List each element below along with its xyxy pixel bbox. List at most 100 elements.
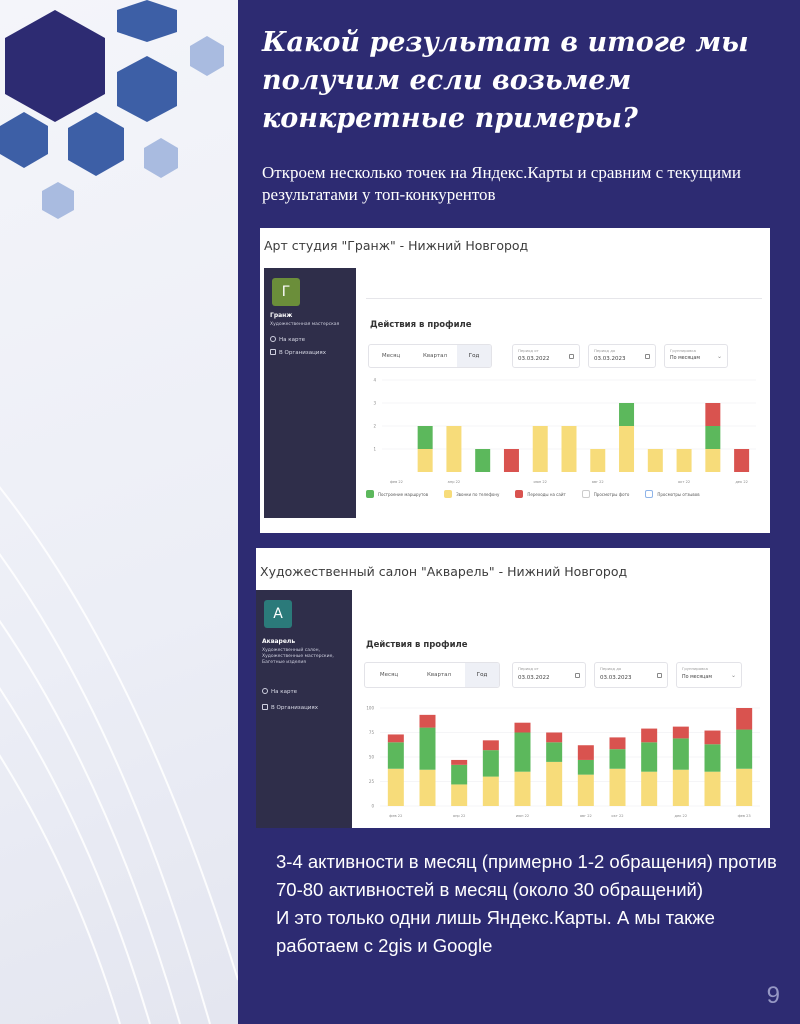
chevron-down-icon: ⌄ (730, 672, 736, 679)
building-icon (270, 349, 276, 355)
bar-segment[interactable] (419, 727, 436, 770)
tab-year[interactable]: Год (465, 663, 499, 687)
bar-segment[interactable] (609, 737, 626, 750)
bar-segment[interactable] (704, 771, 721, 806)
bar-segment[interactable] (672, 769, 689, 806)
legend-item[interactable]: Звонки по телефону (444, 490, 499, 498)
field-value: 03.03.2023 (594, 356, 626, 362)
sidebar-link-org[interactable]: В Организациях (270, 349, 326, 356)
sidebar-link-label: В Организациях (271, 705, 318, 711)
legend-item[interactable]: Просмотры отзывов (645, 490, 700, 498)
sidebar-link-map[interactable]: На карте (262, 688, 297, 695)
decorative-panel (0, 0, 238, 1024)
period-from-field[interactable]: Период от 03.03.2022 (512, 662, 586, 688)
main-panel: Какой результат в итоге мы получим если … (238, 0, 800, 1024)
bar-segment[interactable] (736, 708, 753, 730)
bar-segment[interactable] (647, 449, 663, 472)
sidebar-link-map[interactable]: На карте (270, 336, 305, 343)
x-tick-label: авг 22 (580, 814, 592, 818)
bar-segment[interactable] (451, 759, 468, 765)
avatar: А (264, 600, 292, 628)
bar-segment[interactable] (577, 759, 594, 775)
bar-segment[interactable] (446, 426, 462, 472)
bar-segment[interactable] (641, 728, 658, 743)
grouping-select[interactable]: Группировка По месяцам ⌄ (664, 344, 728, 368)
bar-segment[interactable] (387, 768, 404, 806)
tab-month[interactable]: Месяц (381, 353, 401, 359)
sidebar: А Акварель Художественный салон, Художес… (256, 590, 352, 828)
bar-segment[interactable] (532, 426, 548, 472)
bar-segment[interactable] (705, 426, 721, 449)
bar-segment[interactable] (417, 449, 433, 472)
x-tick-label: апр 22 (453, 814, 466, 818)
grouping-select[interactable]: Группировка По месяцам ⌄ (676, 662, 742, 688)
bar-segment[interactable] (417, 426, 433, 449)
section-title: Действия в профиле (366, 640, 468, 650)
bar-segment[interactable] (514, 732, 531, 772)
legend-item[interactable]: Построение маршрутов (366, 490, 428, 498)
bar-segment[interactable] (475, 449, 491, 472)
bar-segment[interactable] (387, 734, 404, 743)
bar-segment[interactable] (676, 449, 692, 472)
tab-quarter[interactable]: Квартал (426, 672, 452, 678)
bar-segment[interactable] (705, 449, 721, 472)
calendar-icon (645, 354, 650, 359)
bar-segment[interactable] (514, 771, 531, 806)
bar-segment[interactable] (482, 776, 499, 806)
hex-light-1 (190, 36, 224, 76)
bar-segment[interactable] (577, 774, 594, 806)
bar-segment[interactable] (619, 426, 635, 472)
hex-center (68, 112, 124, 176)
legend-label: Просмотры фото (593, 491, 630, 497)
hex-light-3 (42, 182, 74, 219)
bar-segment[interactable] (641, 742, 658, 772)
tab-quarter[interactable]: Квартал (422, 353, 448, 359)
y-tick-label: 50 (369, 755, 375, 760)
bar-segment[interactable] (736, 729, 753, 769)
bar-segment[interactable] (619, 403, 635, 426)
bar-segment[interactable] (590, 449, 606, 472)
bar-segment[interactable] (451, 764, 468, 785)
calendar-icon (569, 354, 574, 359)
bar-segment[interactable] (546, 742, 563, 762)
bar-segment[interactable] (704, 744, 721, 772)
tab-month[interactable]: Месяц (379, 672, 399, 678)
tab-year[interactable]: Год (457, 345, 491, 367)
bar-segment[interactable] (736, 768, 753, 806)
bar-segment[interactable] (482, 750, 499, 777)
bar-segment[interactable] (451, 784, 468, 806)
org-description: Художественный салон, Художественные мас… (262, 648, 334, 665)
y-tick-label: 3 (373, 401, 376, 406)
bar-segment[interactable] (641, 771, 658, 806)
bar-segment[interactable] (546, 761, 563, 806)
bar-segment[interactable] (482, 740, 499, 751)
bar-segment[interactable] (561, 426, 577, 472)
bar-segment[interactable] (419, 714, 436, 728)
bar-segment[interactable] (546, 732, 563, 743)
bar-segment[interactable] (734, 449, 750, 472)
bar-segment[interactable] (609, 749, 626, 769)
bar-segment[interactable] (577, 745, 594, 760)
x-tick-label: окт 22 (678, 480, 690, 484)
bar-segment[interactable] (672, 726, 689, 739)
bar-segment[interactable] (419, 769, 436, 806)
period-to-field[interactable]: Период до 03.03.2023 (594, 662, 668, 688)
period-from-field[interactable]: Период от 03.03.2022 (512, 344, 580, 368)
screenshot-title: Арт студия "Гранж" - Нижний Новгород (264, 238, 529, 253)
bar-segment[interactable] (609, 768, 626, 806)
bar-segment[interactable] (387, 742, 404, 769)
period-tabs: Месяц Квартал Год (364, 662, 500, 688)
period-to-field[interactable]: Период до 03.03.2023 (588, 344, 656, 368)
sidebar-link-org[interactable]: В Организациях (262, 704, 318, 711)
legend-item[interactable]: Просмотры фото (581, 490, 630, 498)
screenshot-grange: Арт студия "Гранж" - Нижний Новгород Г Г… (260, 228, 770, 533)
legend-item[interactable]: Переходы на сайт (515, 490, 566, 498)
bar-segment[interactable] (704, 730, 721, 745)
y-tick-label: 75 (369, 730, 375, 735)
legend-label: Просмотры отзывов (657, 491, 700, 497)
bar-segment[interactable] (705, 403, 721, 426)
bar-segment[interactable] (672, 738, 689, 770)
bar-segment[interactable] (514, 722, 531, 733)
bar-segment[interactable] (503, 449, 519, 472)
stats-content: Действия в профиле Месяц Квартал Год Пер… (366, 298, 762, 523)
